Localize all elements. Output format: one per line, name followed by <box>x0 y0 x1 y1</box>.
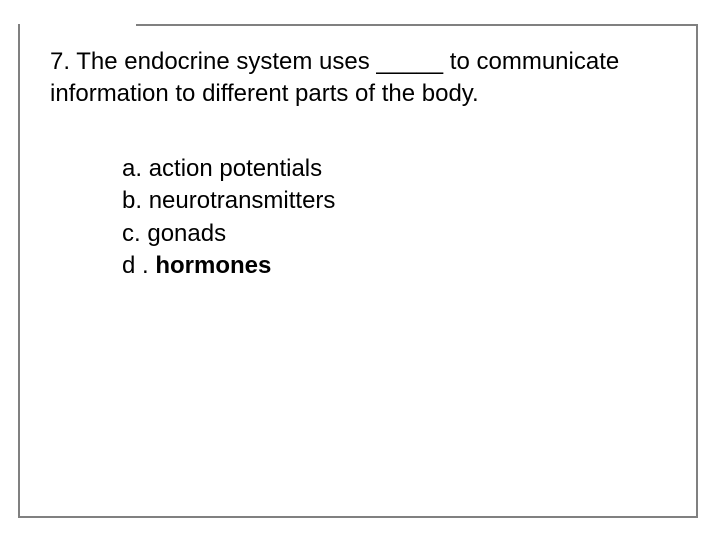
option-b: b. neurotransmitters <box>122 185 670 217</box>
slide-content: 7. The endocrine system uses _____ to co… <box>50 46 670 282</box>
option-text: neurotransmitters <box>149 187 336 214</box>
option-gap <box>142 155 149 182</box>
frame-notch <box>20 0 136 26</box>
option-gap <box>142 187 149 214</box>
option-letter: a. <box>122 155 142 182</box>
option-text: gonads <box>147 220 226 247</box>
option-text: hormones <box>155 252 271 279</box>
options-list: a. action potentials b. neurotransmitter… <box>122 153 670 283</box>
slide: 7. The endocrine system uses _____ to co… <box>0 0 720 540</box>
option-d: d . hormones <box>122 250 670 282</box>
option-text: action potentials <box>149 155 322 182</box>
option-letter: d . <box>122 252 149 279</box>
option-letter: c. <box>122 220 141 247</box>
question-text: 7. The endocrine system uses _____ to co… <box>50 46 670 111</box>
option-c: c. gonads <box>122 218 670 250</box>
option-a: a. action potentials <box>122 153 670 185</box>
option-letter: b. <box>122 187 142 214</box>
